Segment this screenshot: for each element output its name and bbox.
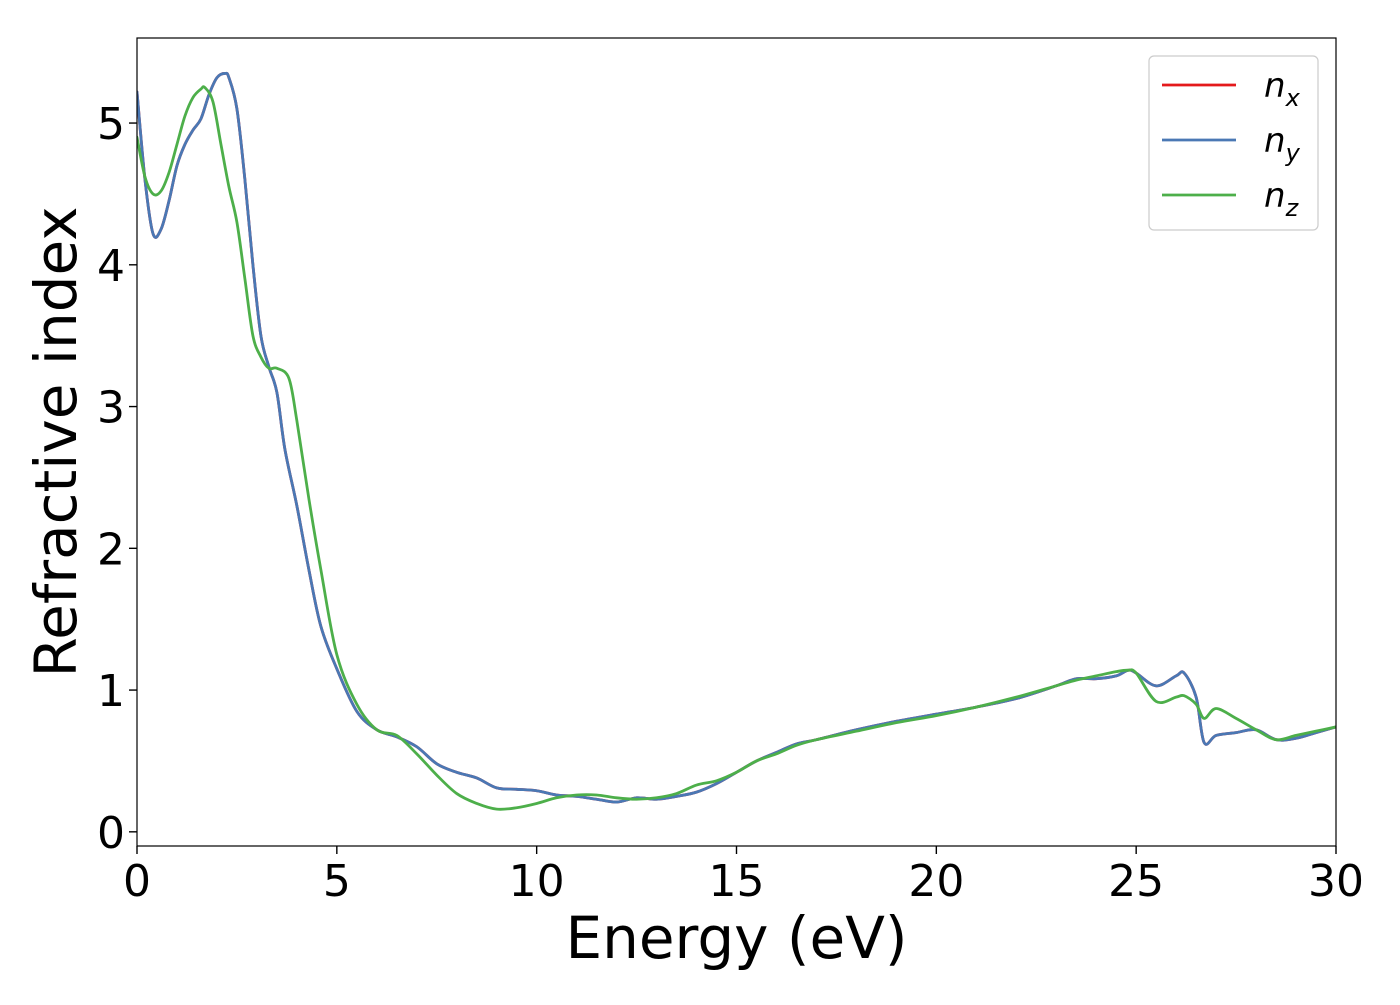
legend-label-nz: nz — [1264, 176, 1300, 222]
legend-item-nz: nz — [1162, 176, 1300, 222]
x-tick-label: 20 — [908, 856, 964, 907]
legend-item-nx: nx — [1162, 66, 1301, 112]
y-tick-label: 0 — [97, 808, 125, 859]
x-axis-label: Energy (eV) — [565, 904, 907, 972]
y-tick-label: 4 — [97, 241, 125, 292]
y-tick-label: 2 — [97, 524, 125, 575]
legend-label-ny: ny — [1264, 121, 1301, 167]
series-line-nz — [137, 85, 1336, 811]
x-tick-label: 30 — [1308, 856, 1364, 907]
y-tick-label: 5 — [97, 99, 125, 150]
legend: nx ny nz — [1148, 55, 1319, 231]
y-axis-label: Refractive index — [22, 206, 90, 677]
x-axis: 0 5 10 15 20 25 30 — [123, 846, 1364, 907]
x-tick-label: 15 — [709, 856, 765, 907]
x-tick-label: 25 — [1108, 856, 1164, 907]
x-tick-label: 5 — [323, 856, 351, 907]
legend-label-nx: nx — [1264, 66, 1301, 112]
legend-item-ny: ny — [1162, 121, 1301, 167]
y-axis: 0 1 2 3 4 5 — [97, 99, 137, 859]
y-tick-label: 3 — [97, 383, 125, 434]
legend-box — [1148, 55, 1319, 231]
x-tick-label: 10 — [509, 856, 565, 907]
series-layer — [137, 71, 1336, 811]
y-tick-label: 1 — [97, 666, 125, 717]
x-tick-label: 0 — [123, 856, 151, 907]
